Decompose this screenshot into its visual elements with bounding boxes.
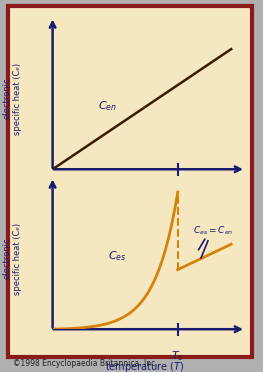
Text: temperature ($T$): temperature ($T$) (105, 201, 184, 214)
Text: $C_{es}$: $C_{es}$ (108, 249, 126, 263)
Text: $T_c$: $T_c$ (171, 349, 184, 363)
Text: electronic
specific heat (Cₑ): electronic specific heat (Cₑ) (2, 222, 22, 295)
Text: ©1998 Encyclopaedia Britannica, Inc.: ©1998 Encyclopaedia Britannica, Inc. (13, 359, 158, 368)
Text: $C_{en}$: $C_{en}$ (98, 99, 117, 113)
Text: $C_{es} = C_{en}$: $C_{es} = C_{en}$ (193, 224, 234, 237)
Text: temperature ($T$): temperature ($T$) (105, 360, 184, 372)
Text: $T_c$: $T_c$ (171, 189, 184, 203)
Text: electronic
specific heat (Cₑ): electronic specific heat (Cₑ) (2, 62, 22, 135)
